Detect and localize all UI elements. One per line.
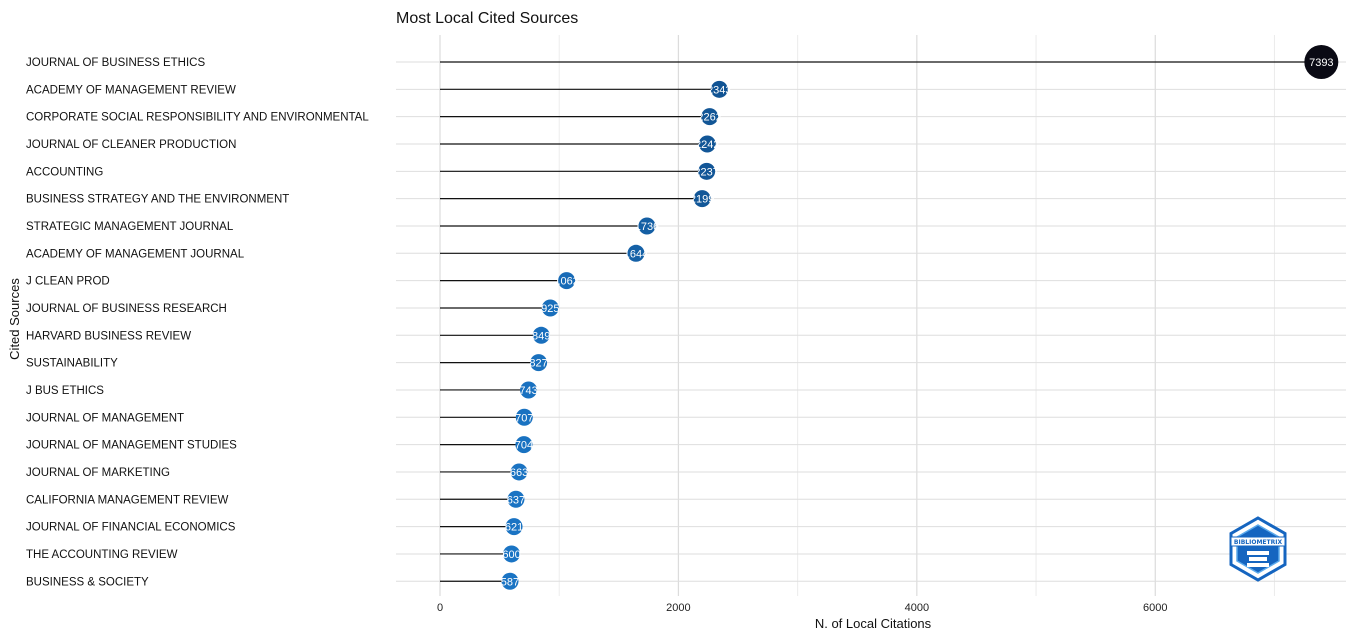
- category-label: ACADEMY OF MANAGEMENT REVIEW: [26, 84, 236, 96]
- category-label: JOURNAL OF CLEANER PRODUCTION: [26, 139, 236, 151]
- category-label: BUSINESS STRATEGY AND THE ENVIRONMENT: [26, 194, 289, 206]
- bibliometrix-logo: BIBLIOMETRIX: [1229, 516, 1287, 582]
- x-tick-label: 2000: [666, 602, 690, 614]
- value-label: 704: [515, 440, 533, 452]
- category-label: JOURNAL OF BUSINESS RESEARCH: [26, 303, 227, 315]
- category-labels: JOURNAL OF BUSINESS ETHICS ACADEMY OF MAN…: [26, 57, 369, 588]
- value-label: 621: [505, 522, 523, 534]
- value-label: 2237: [694, 166, 718, 178]
- data-point: [501, 572, 519, 590]
- data-point: [515, 408, 533, 426]
- chart-title: Most Local Cited Sources: [396, 10, 578, 27]
- x-axis-ticks: 0 2000 4000 6000: [437, 602, 1168, 614]
- points: 7393 2343 2262 2242 2237 2199 1736 1644 1062 925 8…: [501, 45, 1339, 590]
- data-point: [507, 490, 525, 508]
- category-label: JOURNAL OF MARKETING: [26, 467, 170, 479]
- category-label: JOURNAL OF MANAGEMENT: [26, 412, 184, 424]
- data-point: [558, 272, 576, 290]
- value-label: 849: [532, 330, 550, 342]
- data-point: [541, 299, 559, 317]
- category-label: J CLEAN PROD: [26, 276, 110, 288]
- data-point: [698, 135, 716, 153]
- category-label: STRATEGIC MANAGEMENT JOURNAL: [26, 221, 234, 233]
- logo-book-3: [1247, 563, 1269, 567]
- data-point: [627, 244, 645, 262]
- value-label: 2262: [697, 112, 721, 124]
- value-label: 2199: [690, 194, 714, 206]
- data-point: [693, 190, 711, 208]
- data-point: [638, 217, 656, 235]
- x-tick-label: 0: [437, 602, 443, 614]
- x-axis-title: N. of Local Citations: [815, 616, 932, 631]
- value-label: 707: [515, 412, 533, 424]
- value-label: 1736: [635, 221, 659, 233]
- data-point: [698, 162, 716, 180]
- category-label: JOURNAL OF FINANCIAL ECONOMICS: [26, 522, 236, 534]
- stems: [440, 61, 1322, 582]
- x-tick-label: 6000: [1143, 602, 1167, 614]
- category-label: CORPORATE SOCIAL RESPONSIBILITY AND ENVI…: [26, 112, 369, 124]
- value-label: 1644: [624, 248, 648, 260]
- data-point: [530, 354, 548, 372]
- logo-book-2: [1249, 557, 1267, 561]
- data-point: [710, 80, 728, 98]
- value-label: 600: [502, 549, 520, 561]
- value-label: 587: [501, 576, 519, 588]
- value-label: 7393: [1309, 57, 1333, 69]
- value-label: 827: [529, 358, 547, 370]
- logo-text-band: [1230, 536, 1286, 547]
- data-point: [520, 381, 538, 399]
- value-label: 637: [507, 494, 525, 506]
- value-label: 1062: [554, 276, 578, 288]
- logo-book-1: [1247, 551, 1269, 555]
- grid-lines: [396, 35, 1346, 596]
- value-label: 663: [510, 467, 528, 479]
- data-point: [503, 545, 521, 563]
- category-label: SUSTAINABILITY: [26, 358, 118, 370]
- category-label: J BUS ETHICS: [26, 385, 104, 397]
- x-tick-label: 4000: [905, 602, 929, 614]
- data-point: [701, 108, 719, 126]
- value-label: 743: [519, 385, 537, 397]
- y-axis-title: Cited Sources: [7, 278, 22, 360]
- data-point: [515, 436, 533, 454]
- data-point: [532, 326, 550, 344]
- value-label: 925: [541, 303, 559, 315]
- data-point: [510, 463, 528, 481]
- category-label: ACADEMY OF MANAGEMENT JOURNAL: [26, 248, 245, 260]
- category-label: JOURNAL OF BUSINESS ETHICS: [26, 57, 205, 69]
- logo-text: BIBLIOMETRIX: [1234, 539, 1283, 546]
- value-label: 2343: [707, 84, 731, 96]
- category-label: HARVARD BUSINESS REVIEW: [26, 330, 191, 342]
- data-point: [1304, 45, 1339, 79]
- value-label: 2242: [695, 139, 719, 151]
- category-label: JOURNAL OF MANAGEMENT STUDIES: [26, 440, 237, 452]
- category-label: CALIFORNIA MANAGEMENT REVIEW: [26, 494, 228, 506]
- category-label: ACCOUNTING: [26, 166, 103, 178]
- category-label: BUSINESS & SOCIETY: [26, 576, 149, 588]
- category-label: THE ACCOUNTING REVIEW: [26, 549, 178, 561]
- data-point: [505, 518, 523, 536]
